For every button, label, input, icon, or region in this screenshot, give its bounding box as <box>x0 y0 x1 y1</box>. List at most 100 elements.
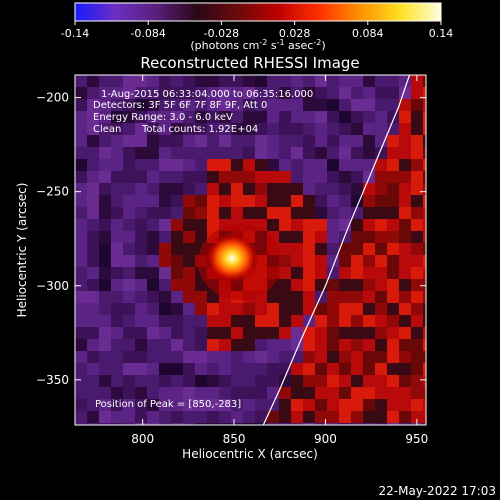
heatmap-cell <box>387 99 399 111</box>
heatmap-cell <box>183 111 195 123</box>
heatmap-cell <box>219 351 231 363</box>
heatmap-cell <box>87 315 99 327</box>
heatmap-cell <box>399 279 411 291</box>
heatmap-cell <box>303 267 315 279</box>
heatmap-cell <box>99 75 111 87</box>
heatmap-cell <box>87 255 99 267</box>
heatmap-cell <box>423 243 426 255</box>
heatmap-cell <box>219 147 231 159</box>
heatmap-cell <box>291 147 303 159</box>
heatmap-cell <box>111 207 123 219</box>
heatmap-cell <box>375 291 387 303</box>
heatmap-cell <box>87 219 99 231</box>
heatmap-cell <box>423 351 426 363</box>
peak-source <box>204 232 260 284</box>
heatmap-cell <box>159 339 171 351</box>
heatmap-cell <box>363 147 375 159</box>
heatmap-cell <box>171 75 183 87</box>
heatmap-cell <box>351 171 363 183</box>
heatmap-cell <box>75 399 87 411</box>
heatmap-cell <box>399 267 411 279</box>
heatmap-cell <box>267 135 279 147</box>
heatmap-cell <box>171 327 183 339</box>
heatmap-cell <box>339 99 351 111</box>
heatmap-cell <box>159 231 171 243</box>
heatmap-cell <box>207 411 219 423</box>
annotation-total-counts: Total counts: 1.92E+04 <box>141 124 258 135</box>
heatmap-cell <box>219 195 231 207</box>
heatmap-cell <box>147 267 159 279</box>
heatmap-cell <box>135 387 147 399</box>
heatmap-cell <box>351 291 363 303</box>
heatmap-cell <box>171 411 183 423</box>
heatmap-cell <box>147 387 159 399</box>
heatmap-cell <box>99 363 111 375</box>
heatmap-cell <box>123 339 135 351</box>
heatmap-cell <box>75 111 87 123</box>
heatmap-cell <box>303 303 315 315</box>
heatmap-cell <box>291 195 303 207</box>
annotation-detectors: Detectors: 3F 5F 6F 7F 8F 9F, Att 0 <box>93 100 267 111</box>
heatmap-cell <box>207 75 219 87</box>
heatmap-cell <box>159 375 171 387</box>
heatmap-cell <box>327 231 339 243</box>
heatmap-cell <box>171 387 183 399</box>
heatmap-cell <box>387 399 399 411</box>
heatmap-cell <box>135 159 147 171</box>
heatmap-cell <box>423 255 426 267</box>
heatmap-cell <box>351 219 363 231</box>
heatmap-cell <box>219 363 231 375</box>
heatmap-cell <box>387 267 399 279</box>
heatmap-cell <box>243 111 255 123</box>
heatmap-cell <box>423 399 426 411</box>
heatmap-cell <box>207 339 219 351</box>
heatmap-cell <box>291 87 303 99</box>
x-axis-ticks: 800 850 900 950 <box>131 75 428 446</box>
heatmap-cell <box>171 315 183 327</box>
heatmap-cell <box>147 327 159 339</box>
heatmap-cell <box>327 363 339 375</box>
heatmap-cell <box>375 111 387 123</box>
heatmap-cell <box>351 351 363 363</box>
heatmap-cell <box>111 375 123 387</box>
heatmap-cell <box>327 279 339 291</box>
heatmap-cell <box>111 327 123 339</box>
heatmap-cell <box>87 267 99 279</box>
heatmap-cell <box>111 159 123 171</box>
heatmap-cell <box>291 231 303 243</box>
heatmap-cell <box>279 243 291 255</box>
heatmap-cell <box>159 351 171 363</box>
heatmap-cell <box>327 315 339 327</box>
heatmap-cell <box>219 75 231 87</box>
heatmap-cell <box>231 315 243 327</box>
heatmap-cell <box>303 123 315 135</box>
heatmap-cell <box>183 303 195 315</box>
heatmap-cell <box>315 339 327 351</box>
heatmap-cell <box>303 255 315 267</box>
heatmap-cell <box>279 411 291 423</box>
heatmap-cell <box>183 231 195 243</box>
heatmap-cell <box>147 123 159 135</box>
heatmap-cell <box>159 291 171 303</box>
heatmap-cell <box>135 351 147 363</box>
heatmap-cell <box>327 159 339 171</box>
heatmap-cell <box>279 303 291 315</box>
plot-frame <box>74 74 427 426</box>
heatmap-cell <box>243 99 255 111</box>
heatmap-cell <box>231 327 243 339</box>
heatmap-cell <box>255 423 267 425</box>
heatmap-cell <box>195 411 207 423</box>
heatmap-cell <box>399 147 411 159</box>
heatmap-cell <box>399 351 411 363</box>
heatmap-cell <box>315 195 327 207</box>
heatmap-cell <box>399 327 411 339</box>
heatmap-cell <box>267 111 279 123</box>
heatmap-cell <box>159 75 171 87</box>
heatmap-cell <box>327 351 339 363</box>
heatmap-cell <box>363 315 375 327</box>
heatmap-cell <box>135 399 147 411</box>
heatmap-cell <box>387 339 399 351</box>
heatmap-cell <box>87 399 99 411</box>
heatmap-cell <box>291 327 303 339</box>
heatmap-cell <box>255 183 267 195</box>
